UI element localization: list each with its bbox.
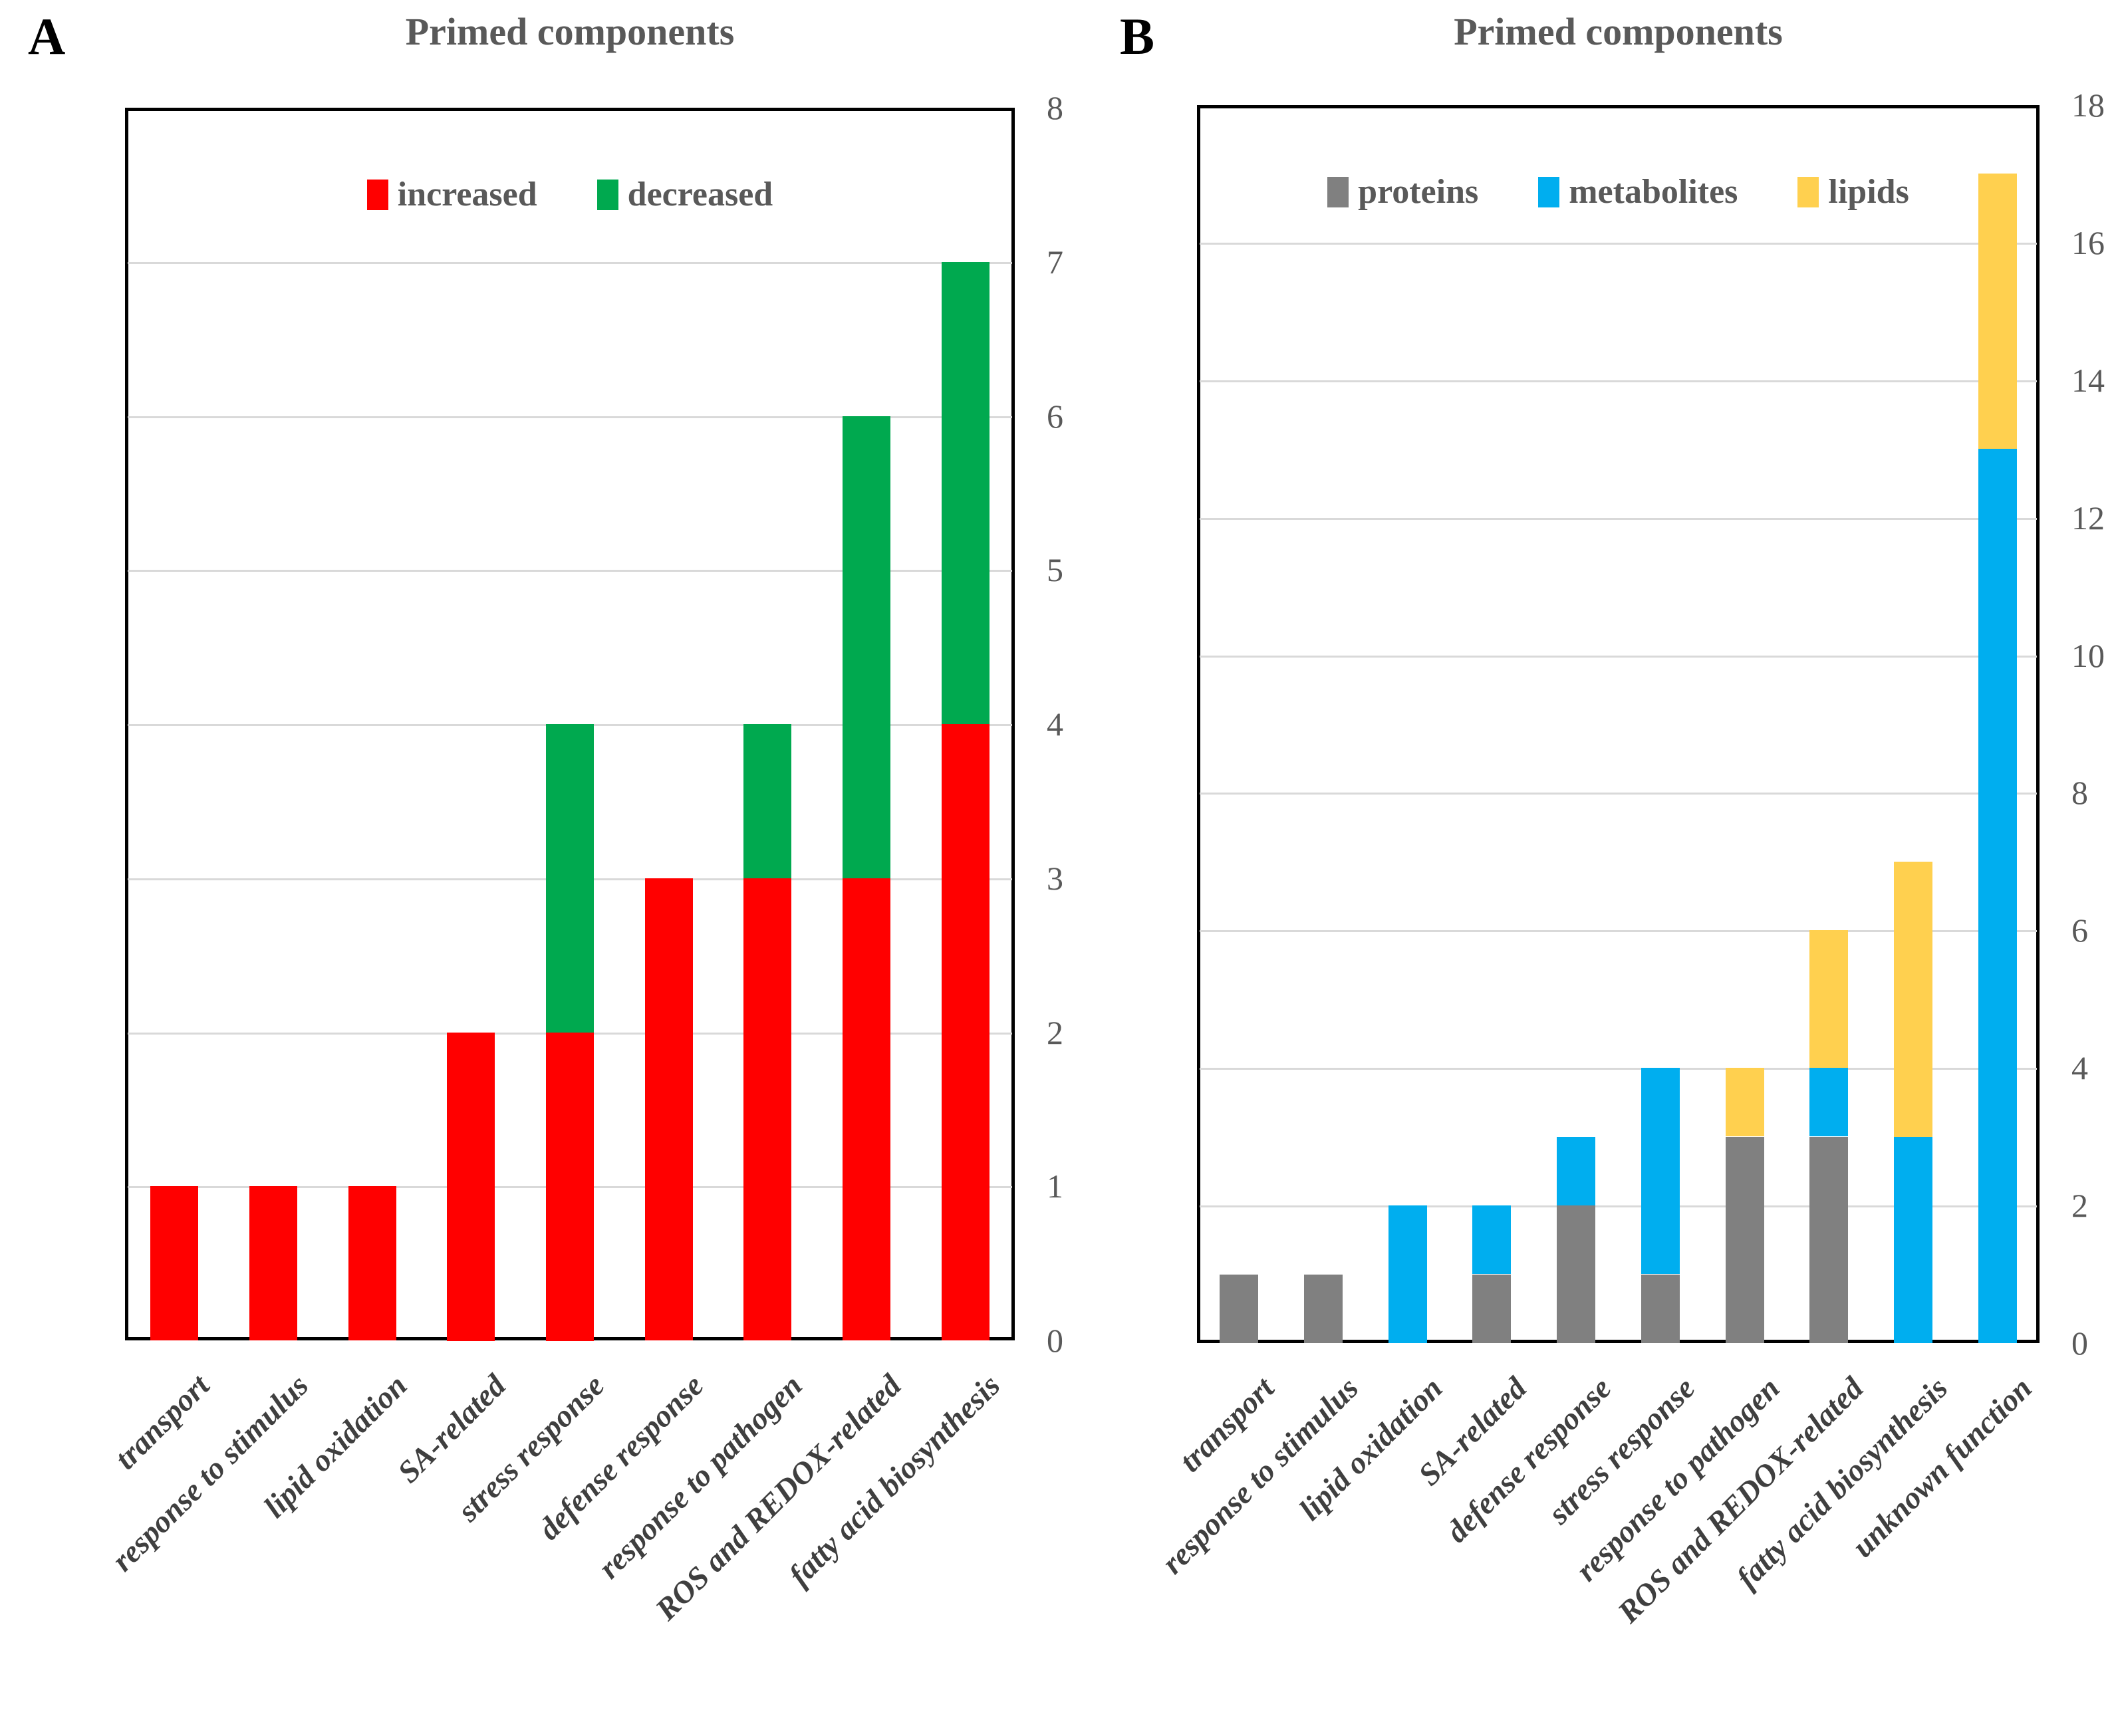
gridline bbox=[128, 262, 1012, 264]
bar-segment-decreased bbox=[843, 416, 890, 878]
legend-item-increased: increased bbox=[366, 176, 537, 213]
gridline bbox=[128, 570, 1012, 572]
gridline bbox=[1200, 518, 2037, 520]
y-axis-label: 7 bbox=[1047, 243, 1063, 281]
bar-segment-proteins bbox=[1726, 1137, 1764, 1343]
bar-segment-lipids bbox=[1894, 862, 1932, 1137]
bar-segment-increased bbox=[645, 878, 693, 1340]
legend-swatch-decreased bbox=[596, 180, 618, 210]
bar-segment-lipids bbox=[1726, 1068, 1764, 1136]
chart-a-title: Primed components bbox=[405, 10, 735, 53]
y-axis-label: 0 bbox=[2071, 1324, 2088, 1362]
bar-segment-increased bbox=[843, 878, 890, 1340]
y-axis-label: 6 bbox=[1047, 398, 1063, 435]
bar-segment-proteins bbox=[1304, 1275, 1343, 1343]
legend-label: metabolites bbox=[1569, 173, 1738, 211]
gridline bbox=[1200, 243, 2037, 245]
y-axis-label: 4 bbox=[1047, 705, 1063, 743]
legend-swatch-metabolites bbox=[1538, 177, 1560, 207]
legend-item-proteins: proteins bbox=[1327, 175, 1478, 209]
bar-segment-metabolites bbox=[1388, 1205, 1427, 1343]
gridline bbox=[1200, 380, 2037, 382]
legend-label: lipids bbox=[1828, 173, 1909, 211]
legend-label: decreased bbox=[627, 176, 773, 213]
bar-segment-proteins bbox=[1472, 1275, 1511, 1343]
legend: increased decreased bbox=[125, 178, 1015, 212]
bar-segment-decreased bbox=[942, 262, 990, 724]
chart-b-title: Primed components bbox=[1454, 10, 1783, 53]
legend: proteins metabolites lipids bbox=[1197, 175, 2040, 209]
bar-segment-decreased bbox=[743, 724, 791, 878]
bar-segment-lipids bbox=[1809, 930, 1848, 1068]
y-axis-label: 1 bbox=[1047, 1168, 1063, 1205]
y-axis-label: 5 bbox=[1047, 551, 1063, 588]
y-axis-label: 8 bbox=[1047, 89, 1063, 126]
y-axis-label: 16 bbox=[2071, 224, 2105, 261]
bar-segment-metabolites bbox=[1894, 1137, 1932, 1343]
legend-item-decreased: decreased bbox=[596, 176, 773, 213]
x-axis-label: response to stimulus bbox=[105, 1368, 315, 1578]
panel-a-letter: A bbox=[28, 7, 66, 65]
y-axis-label: 2 bbox=[1047, 1014, 1063, 1051]
panel-b-letter: B bbox=[1120, 7, 1155, 65]
y-axis-label: 8 bbox=[2071, 774, 2088, 811]
bar-segment-metabolites bbox=[1472, 1205, 1511, 1274]
bar-segment-proteins bbox=[1641, 1275, 1680, 1343]
y-axis-label: 6 bbox=[2071, 912, 2088, 949]
gridline bbox=[1200, 793, 2037, 795]
bar-segment-increased bbox=[743, 878, 791, 1340]
bar-segment-lipids bbox=[1978, 174, 2017, 449]
x-axis-label: stress response bbox=[1541, 1370, 1702, 1531]
bar-segment-increased bbox=[150, 1186, 198, 1340]
y-axis-label: 18 bbox=[2071, 86, 2105, 124]
legend-item-metabolites: metabolites bbox=[1538, 175, 1738, 209]
gridline bbox=[1200, 656, 2037, 658]
y-axis-label: 14 bbox=[2071, 362, 2105, 399]
gridline bbox=[1200, 1205, 2037, 1207]
bar-segment-proteins bbox=[1220, 1275, 1258, 1343]
bar-segment-proteins bbox=[1809, 1137, 1848, 1343]
bar-segment-metabolites bbox=[1978, 449, 2017, 1343]
y-axis-label: 0 bbox=[1047, 1322, 1063, 1359]
bar-segment-increased bbox=[348, 1186, 396, 1340]
legend-label: increased bbox=[397, 176, 537, 213]
gridline bbox=[1200, 1068, 2037, 1070]
y-axis-label: 10 bbox=[2071, 637, 2105, 674]
y-axis-label: 3 bbox=[1047, 860, 1063, 897]
y-axis-label: 2 bbox=[2071, 1187, 2088, 1224]
bar-segment-metabolites bbox=[1641, 1068, 1680, 1274]
bar-segment-metabolites bbox=[1557, 1137, 1595, 1205]
legend-swatch-increased bbox=[366, 180, 388, 210]
bar-segment-increased bbox=[249, 1186, 297, 1340]
gridline bbox=[128, 416, 1012, 418]
legend-item-lipids: lipids bbox=[1797, 175, 1909, 209]
bar-segment-increased bbox=[447, 1033, 495, 1341]
bar-segment-increased bbox=[546, 1033, 594, 1341]
legend-swatch-lipids bbox=[1797, 177, 1819, 207]
y-axis-label: 4 bbox=[2071, 1049, 2088, 1086]
bar-segment-decreased bbox=[546, 724, 594, 1033]
bar-segment-proteins bbox=[1557, 1205, 1595, 1343]
bar-segment-increased bbox=[942, 724, 990, 1340]
legend-swatch-proteins bbox=[1327, 177, 1349, 207]
bar-segment-metabolites bbox=[1809, 1068, 1848, 1136]
gridline bbox=[1200, 930, 2037, 932]
legend-label: proteins bbox=[1358, 173, 1479, 211]
y-axis-label: 12 bbox=[2071, 499, 2105, 537]
